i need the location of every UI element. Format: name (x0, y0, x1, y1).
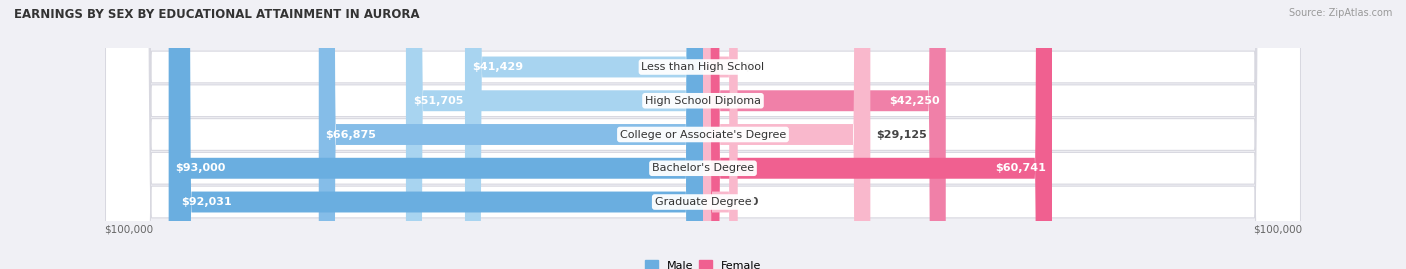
Text: $42,250: $42,250 (890, 96, 941, 106)
FancyBboxPatch shape (105, 0, 1301, 269)
Text: $41,429: $41,429 (472, 62, 523, 72)
FancyBboxPatch shape (703, 0, 870, 269)
FancyBboxPatch shape (174, 0, 703, 269)
Text: $60,741: $60,741 (995, 163, 1046, 173)
Text: Source: ZipAtlas.com: Source: ZipAtlas.com (1288, 8, 1392, 18)
Text: $0: $0 (744, 197, 759, 207)
FancyBboxPatch shape (406, 0, 703, 269)
Text: $93,000: $93,000 (176, 163, 226, 173)
Text: EARNINGS BY SEX BY EDUCATIONAL ATTAINMENT IN AURORA: EARNINGS BY SEX BY EDUCATIONAL ATTAINMEN… (14, 8, 419, 21)
FancyBboxPatch shape (703, 0, 946, 269)
Text: $66,875: $66,875 (326, 129, 377, 140)
FancyBboxPatch shape (105, 0, 1301, 269)
Text: High School Diploma: High School Diploma (645, 96, 761, 106)
FancyBboxPatch shape (465, 0, 703, 269)
Text: Graduate Degree: Graduate Degree (655, 197, 751, 207)
Legend: Male, Female: Male, Female (640, 256, 766, 269)
FancyBboxPatch shape (703, 0, 738, 269)
FancyBboxPatch shape (703, 0, 738, 269)
FancyBboxPatch shape (319, 0, 703, 269)
Text: Bachelor's Degree: Bachelor's Degree (652, 163, 754, 173)
Text: $51,705: $51,705 (413, 96, 463, 106)
FancyBboxPatch shape (703, 0, 1052, 269)
Text: $92,031: $92,031 (181, 197, 232, 207)
FancyBboxPatch shape (169, 0, 703, 269)
Text: Less than High School: Less than High School (641, 62, 765, 72)
FancyBboxPatch shape (105, 0, 1301, 269)
FancyBboxPatch shape (105, 0, 1301, 269)
Text: $29,125: $29,125 (876, 129, 927, 140)
Text: College or Associate's Degree: College or Associate's Degree (620, 129, 786, 140)
FancyBboxPatch shape (105, 0, 1301, 269)
Text: $0: $0 (744, 62, 759, 72)
